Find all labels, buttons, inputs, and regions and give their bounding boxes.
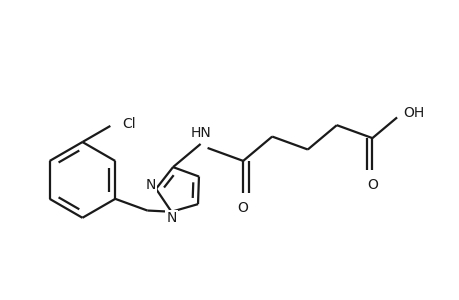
Text: N: N bbox=[146, 178, 156, 192]
Text: N: N bbox=[166, 211, 176, 225]
Text: O: O bbox=[366, 178, 377, 192]
Text: OH: OH bbox=[402, 106, 423, 120]
Text: Cl: Cl bbox=[122, 117, 135, 131]
Text: O: O bbox=[237, 201, 248, 215]
Text: HN: HN bbox=[190, 126, 211, 140]
